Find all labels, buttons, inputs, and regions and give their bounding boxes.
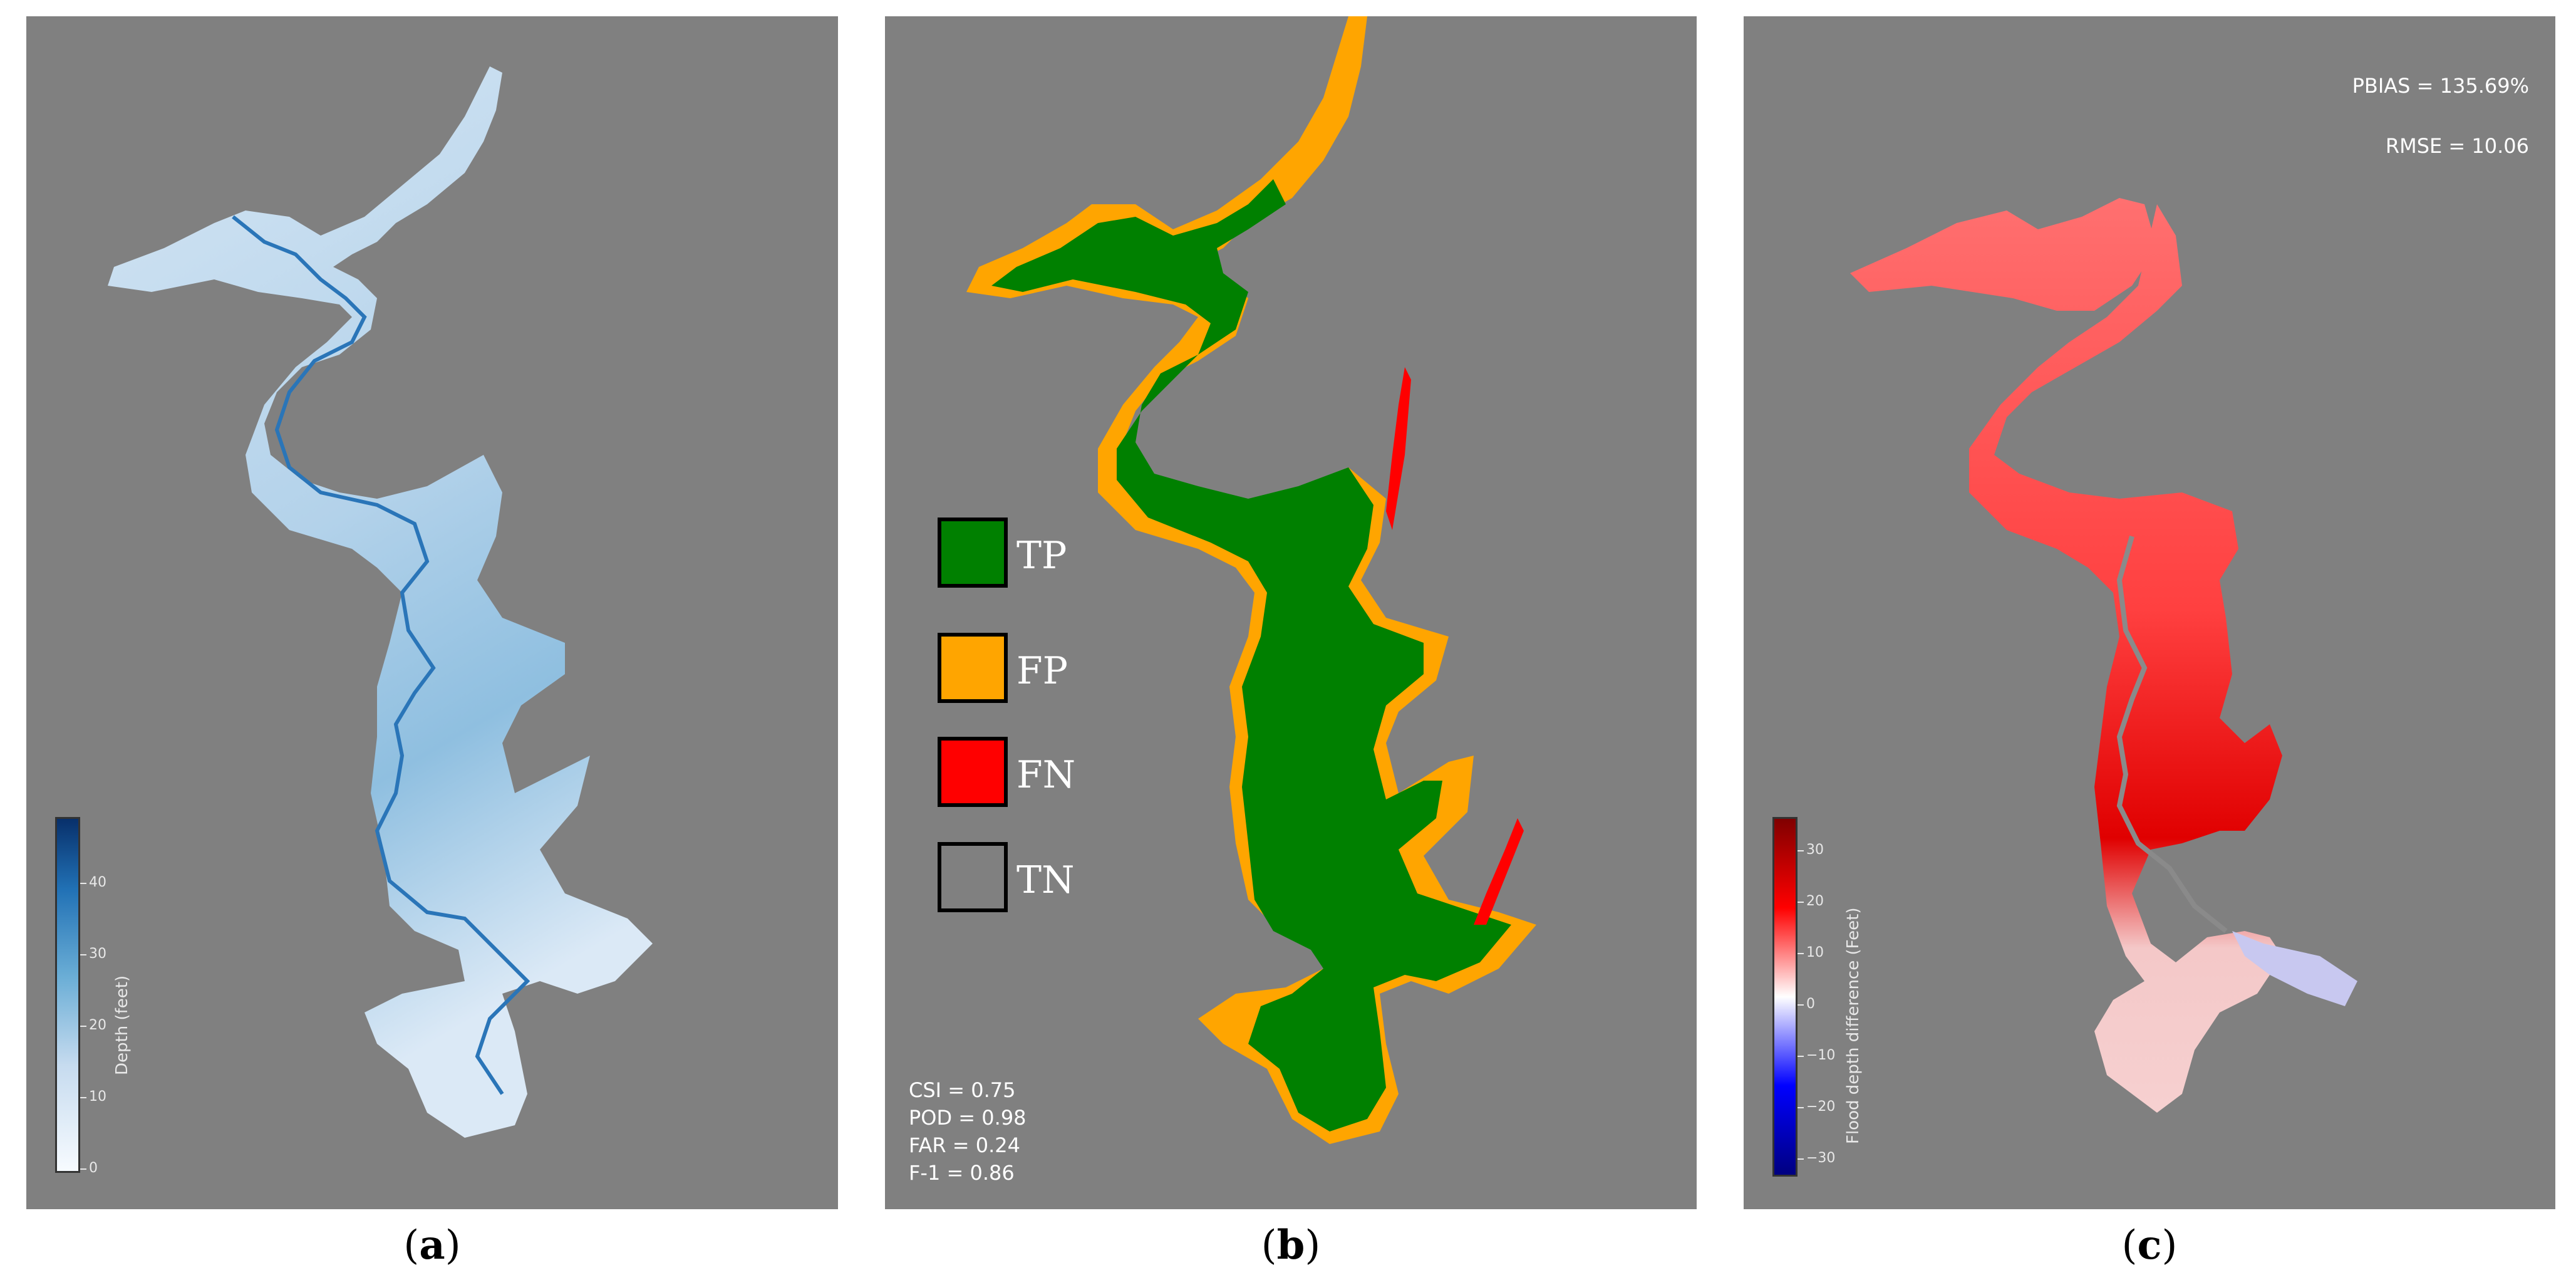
panel-b-contingency-map: TP FP FN TN CSI = 0.75 POD = 0.98 FAR = … <box>885 16 1697 1209</box>
legend-label: FP <box>1016 649 1068 693</box>
flood-extent <box>108 66 653 1138</box>
legend-swatch <box>938 737 1008 807</box>
river-channel <box>232 215 530 1095</box>
metric-f1: F-1 = 0.86 <box>909 1161 1015 1185</box>
colorbar-tick: −20 <box>1797 1099 1836 1115</box>
colorbar-tick: 10 <box>1798 945 1824 960</box>
metric-far: FAR = 0.24 <box>909 1133 1020 1157</box>
panel-a-depth-map: 0 10 20 30 40 Depth (feet) <box>26 16 838 1209</box>
caption-c: (c) <box>2121 1222 2178 1269</box>
metrics-block: CSI = 0.75 POD = 0.98 FAR = 0.24 F-1 = 0… <box>909 1076 1027 1187</box>
colorbar-tick: 20 <box>80 1017 106 1033</box>
colorbar-label: Flood depth difference (Feet) <box>1844 907 1863 1145</box>
legend-label: TP <box>1016 534 1067 578</box>
flood-depth-map <box>108 66 653 1138</box>
colorbar-tick: −10 <box>1797 1048 1836 1063</box>
rmse-value: RMSE = 10.06 <box>2385 134 2529 158</box>
colorbar-tick: −30 <box>1797 1150 1836 1166</box>
legend-swatch <box>938 518 1008 588</box>
negative-difference-area <box>2232 931 2357 1006</box>
legend-label: FN <box>1016 753 1076 797</box>
legend-swatch <box>938 633 1008 703</box>
colorbar-tick: 20 <box>1798 893 1824 909</box>
difference-colorbar <box>1772 817 1798 1177</box>
false-positive-area <box>966 16 1536 1144</box>
panel-c-difference-map: PBIAS = 135.69% RMSE = 10.06 −30 −20 −10… <box>1744 16 2555 1209</box>
difference-extent <box>1850 198 2282 1113</box>
river-channel <box>2116 535 2228 934</box>
pbias-value: PBIAS = 135.69% <box>2352 74 2529 98</box>
caption-b: (b) <box>1261 1222 1321 1269</box>
caption-a: (a) <box>403 1222 461 1269</box>
metric-pod: POD = 0.98 <box>909 1106 1027 1130</box>
true-positive-area <box>991 179 1511 1132</box>
colorbar-tick: 10 <box>80 1089 106 1105</box>
depth-colorbar <box>55 817 80 1173</box>
depth-difference-map <box>1850 198 2357 1113</box>
legend-swatch <box>938 842 1008 912</box>
false-negative-area <box>1386 367 1524 925</box>
colorbar-tick: 40 <box>80 875 106 890</box>
contingency-map <box>966 16 1536 1144</box>
colorbar-tick: 0 <box>80 1160 98 1176</box>
metric-csi: CSI = 0.75 <box>909 1078 1016 1102</box>
colorbar-tick: 30 <box>80 946 106 962</box>
colorbar-tick: 0 <box>1798 996 1815 1012</box>
colorbar-tick: 30 <box>1798 842 1824 858</box>
legend-label: TN <box>1016 858 1075 902</box>
colorbar-label: Depth (feet) <box>113 975 132 1075</box>
